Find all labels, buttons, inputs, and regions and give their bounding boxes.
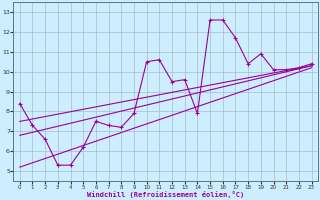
X-axis label: Windchill (Refroidissement éolien,°C): Windchill (Refroidissement éolien,°C) xyxy=(87,191,244,198)
